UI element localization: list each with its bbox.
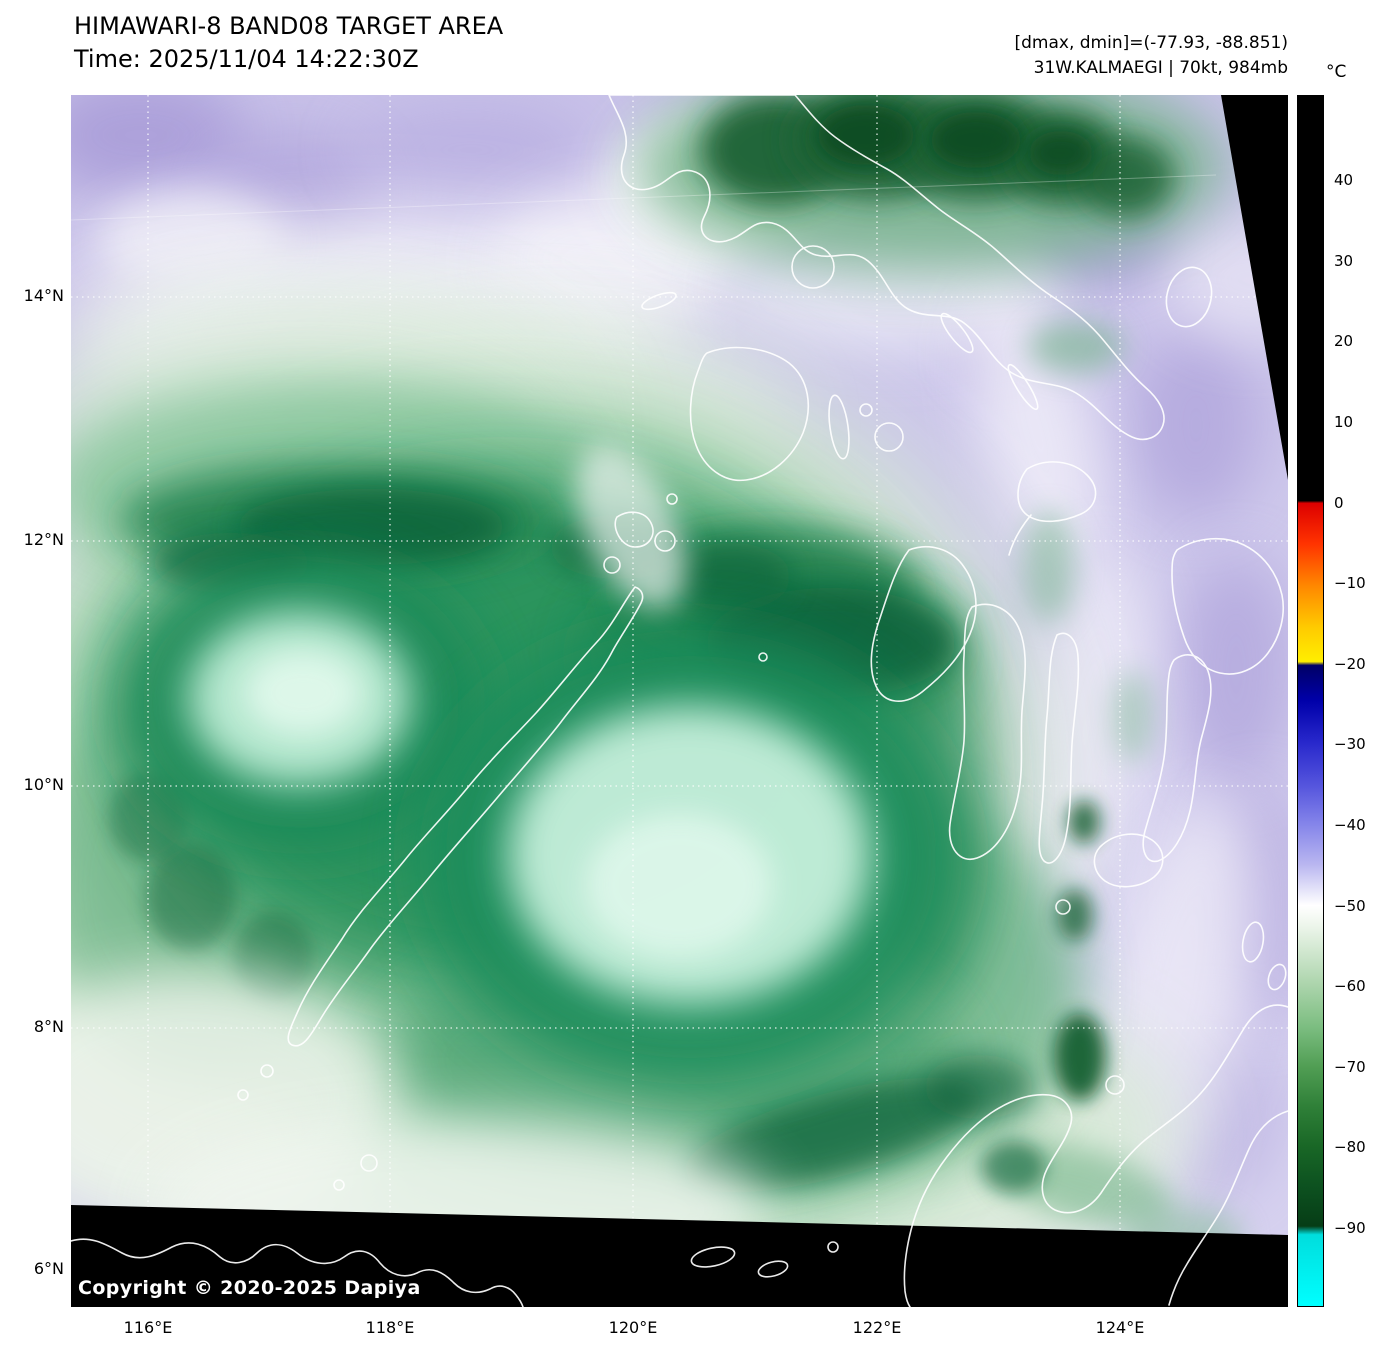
colorbar-tick-10: 10: [1334, 413, 1354, 431]
colorbar-tick-m50: −50: [1334, 897, 1366, 915]
lon-tick-118e: 118°E: [365, 1318, 415, 1337]
dmax-dmin-readout: [dmax, dmin]=(-77.93, -88.851): [1014, 33, 1289, 53]
temperature-colorbar: [1297, 95, 1324, 1307]
colorbar-tick-m30: −30: [1334, 735, 1366, 753]
header-readouts: [dmax, dmin]=(-77.93, -88.851) 31W.KALMA…: [1015, 31, 1289, 81]
lon-tick-116e: 116°E: [123, 1318, 173, 1337]
cloud-field-layer: [71, 95, 1288, 1305]
lon-tick-124e: 124°E: [1095, 1318, 1145, 1337]
lat-tick-10n: 10°N: [23, 775, 64, 794]
colorbar-tick-30: 30: [1334, 252, 1354, 270]
colorbar-unit-label: °C: [1326, 62, 1347, 82]
lon-tick-122e: 122°E: [852, 1318, 902, 1337]
colorbar-tick-m90: −90: [1334, 1219, 1366, 1237]
no-data-regions: [71, 95, 1288, 1307]
colorbar-tick-m10: −10: [1334, 574, 1366, 592]
colorbar-tick-0: 0: [1334, 494, 1344, 512]
satellite-image: [71, 95, 1288, 1307]
colorbar-tick-m20: −20: [1334, 655, 1366, 673]
timestamp: Time: 2025/11/04 14:22:30Z: [74, 45, 419, 73]
lat-tick-12n: 12°N: [23, 530, 64, 549]
lat-tick-14n: 14°N: [23, 286, 64, 305]
colorbar-tick-m60: −60: [1334, 977, 1366, 995]
gridline-layer: [71, 95, 1288, 1307]
colorbar-tick-20: 20: [1334, 332, 1354, 350]
colorbar-tick-40: 40: [1334, 171, 1354, 189]
lat-tick-8n: 8°N: [33, 1017, 64, 1036]
satellite-map: Copyright © 2020-2025 Dapiya: [71, 95, 1288, 1307]
lon-tick-120e: 120°E: [608, 1318, 658, 1337]
storm-info: 31W.KALMAEGI | 70kt, 984mb: [1033, 58, 1288, 78]
colorbar-tick-m80: −80: [1334, 1138, 1366, 1156]
copyright: Copyright © 2020-2025 Dapiya: [78, 1277, 421, 1299]
scan-seam-line: [71, 174, 1217, 221]
lat-tick-6n: 6°N: [33, 1259, 64, 1278]
coastline-layer: [71, 95, 1288, 1307]
colorbar-tick-m40: −40: [1334, 816, 1366, 834]
colorbar-tick-m70: −70: [1334, 1058, 1366, 1076]
page-title: HIMAWARI-8 BAND08 TARGET AREA: [74, 12, 504, 40]
